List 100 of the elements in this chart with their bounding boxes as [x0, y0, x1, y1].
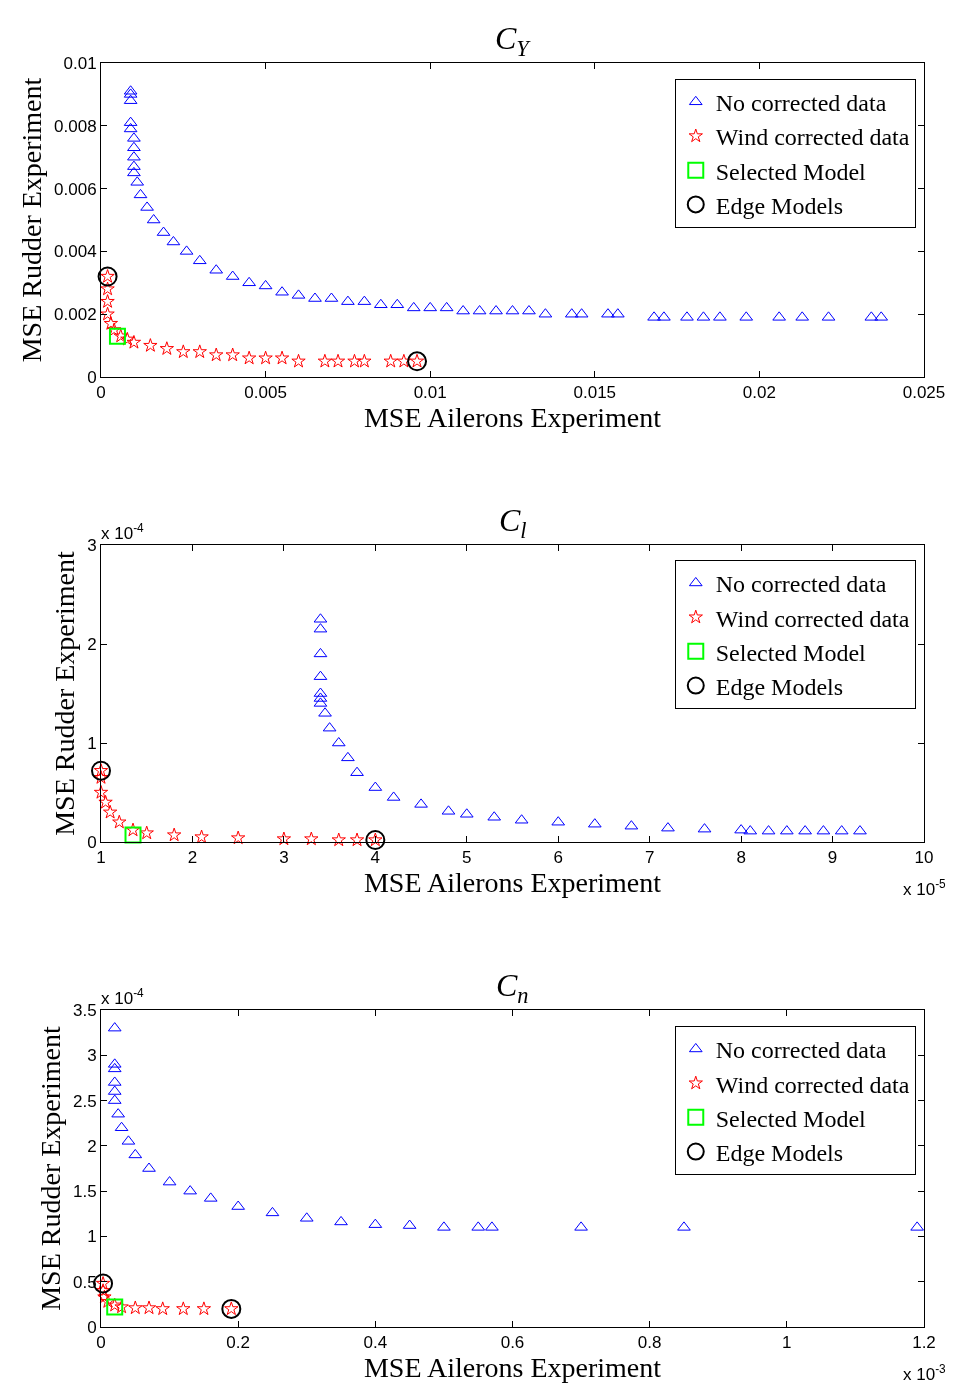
point	[396, 353, 412, 368]
text: x 10$^{-4}$	[101, 986, 145, 1009]
point	[258, 350, 273, 365]
text: x 10$^{-5}$	[903, 877, 947, 900]
y-tick-label: 3	[87, 1046, 97, 1066]
point	[108, 327, 126, 345]
chart-title: C$_{n}$	[496, 967, 529, 1008]
point	[406, 301, 421, 312]
point	[128, 1300, 143, 1315]
x-tick-label: 4	[370, 848, 381, 868]
point	[127, 160, 141, 170]
legend-label: Edge Models	[715, 192, 844, 219]
point	[414, 798, 428, 808]
legend-label: Wind corrected data	[715, 605, 910, 632]
point	[265, 1206, 280, 1217]
y-tick-label: 2	[87, 634, 97, 654]
point	[133, 188, 148, 199]
point	[489, 305, 503, 315]
y-tick-label: 2.5	[72, 1091, 97, 1111]
y-axis-title: MSE Rudder Experiment	[15, 77, 47, 363]
point	[485, 1221, 499, 1231]
point	[308, 292, 322, 302]
point	[313, 647, 328, 658]
x-tick-label: 1.2	[912, 1333, 936, 1353]
point	[93, 785, 109, 799]
point	[123, 122, 138, 133]
point	[350, 766, 364, 776]
point	[107, 322, 122, 337]
point	[155, 1301, 170, 1316]
x-tick-label: 0.025	[902, 383, 946, 403]
point	[107, 1297, 122, 1312]
legend-label: No corrected data	[715, 571, 887, 598]
point	[772, 311, 786, 321]
point	[127, 151, 141, 161]
point	[317, 353, 333, 368]
point	[275, 286, 289, 296]
legend-label: Selected Model	[715, 639, 867, 666]
point	[318, 707, 332, 717]
x-axis-title: MSE Ailerons Experiment	[363, 402, 662, 434]
point	[910, 1221, 924, 1231]
y-axis-title: MSE Rudder Experiment	[48, 550, 80, 836]
point	[341, 751, 355, 762]
x-tick-label: 0.2	[226, 1333, 250, 1353]
point	[159, 341, 174, 355]
point	[192, 254, 207, 265]
point	[522, 305, 536, 315]
y-tick-label: 2	[87, 1136, 97, 1156]
x-tick-label: 0.005	[244, 383, 287, 403]
point	[647, 311, 661, 321]
point	[347, 353, 362, 368]
x-tick-label: 0.6	[500, 1333, 525, 1353]
point	[166, 235, 181, 246]
x-tick-label: 3	[279, 848, 289, 868]
point	[439, 301, 454, 312]
point	[373, 298, 388, 309]
y-tick-label: 0.004	[54, 242, 97, 262]
legend-label: No corrected data	[715, 1037, 887, 1064]
point	[111, 1108, 125, 1118]
chart-title: C$_{l}$	[499, 502, 527, 543]
point	[100, 306, 115, 321]
point	[661, 822, 675, 832]
point	[100, 1294, 116, 1308]
point	[176, 344, 191, 359]
point	[258, 279, 273, 290]
point	[225, 347, 240, 362]
point	[357, 353, 372, 368]
point	[274, 350, 290, 365]
point	[140, 201, 154, 211]
point	[241, 350, 257, 365]
point	[127, 166, 141, 177]
point	[657, 311, 671, 321]
point	[304, 831, 319, 846]
point	[107, 1062, 122, 1073]
y-tick-label: 0	[87, 832, 97, 852]
x-axis-title: MSE Ailerons Experiment	[363, 1352, 662, 1384]
text: x 10$^{-3}$	[903, 1362, 947, 1385]
y-tick-label: 3	[87, 535, 97, 555]
legend-label: Edge Models	[715, 673, 844, 700]
point	[106, 1298, 124, 1316]
x-tick-label: 0.01	[413, 383, 447, 403]
point	[127, 141, 141, 152]
x-tick-label: 0.4	[363, 1333, 388, 1353]
y-tick-label: 0	[87, 367, 97, 387]
x-tick-label: 0.8	[637, 1333, 662, 1353]
x-tick-label: 7	[644, 848, 655, 868]
point	[124, 826, 142, 844]
point	[112, 814, 127, 829]
point	[390, 298, 405, 309]
point	[209, 347, 224, 362]
y-tick-label: 0.006	[54, 179, 97, 199]
x-tick-label: 5	[462, 848, 472, 868]
point	[423, 301, 438, 312]
point	[331, 832, 346, 847]
point	[114, 1299, 129, 1314]
y-tick-label: 1	[87, 1227, 97, 1247]
point	[330, 353, 346, 368]
point	[231, 830, 246, 845]
point	[127, 132, 141, 142]
point	[853, 825, 867, 835]
point	[574, 1221, 588, 1231]
